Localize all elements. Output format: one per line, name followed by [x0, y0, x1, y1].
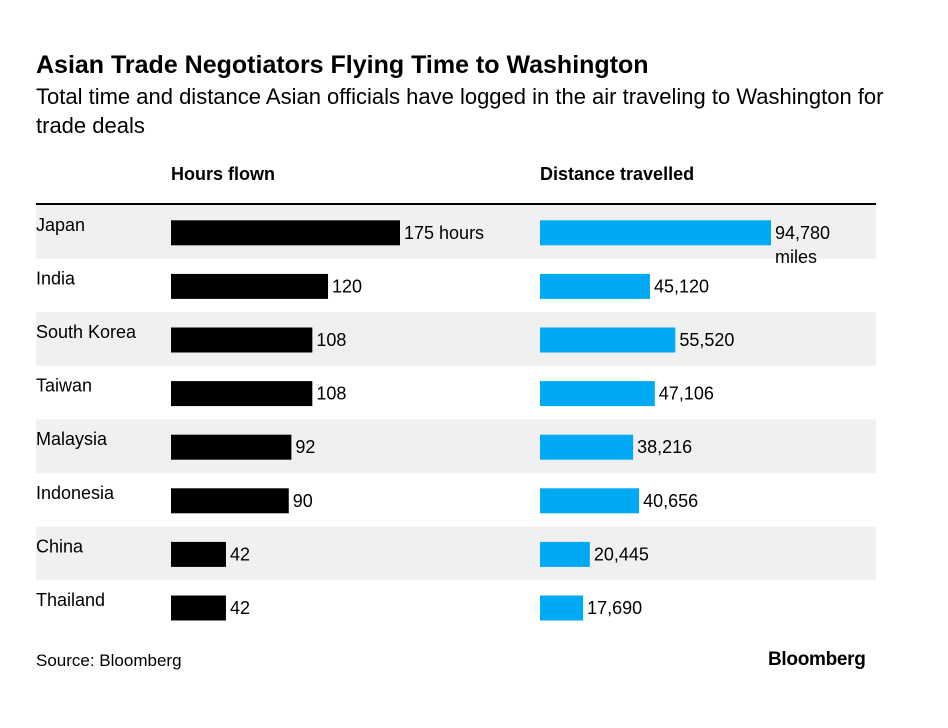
- distance-bar: [540, 381, 655, 407]
- hours-bar: [171, 381, 313, 407]
- distance-bar: [540, 595, 584, 621]
- hours-bar: [171, 220, 400, 246]
- hours-value-label: 175 hours: [404, 223, 484, 243]
- distance-bar: [540, 327, 676, 353]
- hours-value-label: 108: [316, 330, 346, 350]
- category-label: Japan: [36, 215, 85, 235]
- distance-bar: [540, 220, 771, 246]
- hours-bar: [171, 327, 313, 353]
- hours-value-label: 42: [230, 544, 250, 564]
- distance-value-label: 20,445: [594, 544, 649, 564]
- row-band: [36, 419, 876, 473]
- distance-value-label: 38,216: [637, 437, 692, 457]
- column-header-distance: Distance travelled: [540, 164, 695, 184]
- distance-value-label: 45,120: [654, 276, 709, 296]
- row-band: [36, 312, 876, 366]
- hours-value-label: 42: [230, 598, 250, 618]
- hours-value-label: 120: [332, 276, 362, 296]
- hours-bar: [171, 488, 289, 514]
- chart-subtitle: Total time and distance Asian officials …: [36, 84, 884, 138]
- chart-title: Asian Trade Negotiators Flying Time to W…: [36, 51, 649, 79]
- distance-bar: [540, 541, 590, 567]
- hours-bar: [171, 541, 226, 567]
- category-label: South Korea: [36, 322, 137, 342]
- distance-bar: [540, 434, 634, 460]
- distance-value-label: 40,656: [643, 491, 698, 511]
- hours-bar: [171, 595, 226, 621]
- hours-value-label: 108: [316, 384, 346, 404]
- row-band: [36, 526, 876, 581]
- hours-bar: [171, 273, 329, 299]
- category-label: Taiwan: [36, 376, 92, 396]
- distance-bar: [540, 273, 650, 299]
- distance-value-label: 47,106: [659, 384, 714, 404]
- category-label: Indonesia: [36, 483, 115, 503]
- column-header-hours: Hours flown: [171, 164, 275, 184]
- source-note: Source: Bloomberg: [36, 651, 182, 670]
- category-label: Thailand: [36, 590, 105, 610]
- hours-bar: [171, 434, 292, 460]
- header-rule: [36, 203, 876, 205]
- distance-value-label: 94,780 miles: [775, 223, 830, 267]
- category-label: Malaysia: [36, 429, 108, 449]
- distance-value-label: 55,520: [679, 330, 734, 350]
- category-label: China: [36, 536, 84, 556]
- category-label: India: [36, 268, 76, 288]
- hours-value-label: 92: [295, 437, 315, 457]
- bloomberg-logo: Bloomberg: [768, 649, 866, 670]
- distance-value-label: 17,690: [587, 598, 642, 618]
- distance-bar: [540, 488, 640, 514]
- hours-value-label: 90: [293, 491, 313, 511]
